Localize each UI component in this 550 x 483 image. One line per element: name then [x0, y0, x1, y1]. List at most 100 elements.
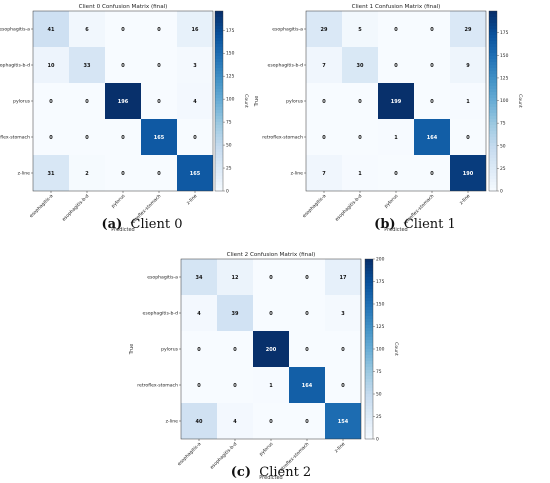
colorbar-segment	[215, 185, 223, 189]
x-tick-label: z-line	[458, 193, 471, 206]
colorbar-segment	[215, 101, 223, 105]
colorbar-segment	[489, 98, 497, 102]
heatmap-cell	[177, 119, 213, 155]
colorbar-tick-label: 25	[500, 166, 506, 172]
colorbar-segment	[489, 152, 497, 156]
colorbar-segment	[215, 23, 223, 27]
x-axis-label: Predicted	[384, 227, 407, 233]
heatmap-cell	[306, 11, 342, 47]
cell-value: 190	[463, 171, 474, 177]
heatmap-cell	[450, 155, 486, 191]
colorbar-segment	[215, 143, 223, 147]
caption-letter: (b)	[374, 217, 395, 232]
heatmap-cell	[141, 119, 177, 155]
colorbar-segment	[365, 361, 373, 365]
cell-value: 1	[394, 135, 398, 141]
colorbar-segment	[489, 104, 497, 108]
colorbar-segment	[365, 379, 373, 383]
cell-value: 154	[338, 419, 349, 425]
heatmap-cell	[105, 83, 141, 119]
colorbar-segment	[489, 92, 497, 96]
colorbar-segment	[489, 68, 497, 72]
x-tick-label: esophagitis-b-d	[61, 193, 90, 222]
x-tick-label: esophagitis-a	[28, 193, 54, 219]
heatmap-cell	[177, 11, 213, 47]
colorbar-segment	[215, 17, 223, 21]
y-tick-label: z-line	[166, 419, 179, 425]
y-tick-label: pylorus	[286, 99, 304, 105]
colorbar-segment	[489, 83, 497, 87]
colorbar-segment	[365, 277, 373, 281]
chart-title: Client 1 Confusion Matrix (final)	[352, 4, 441, 10]
cell-value: 4	[193, 99, 197, 105]
caption-text: Client 2	[251, 465, 311, 480]
x-tick-label: z-line	[185, 193, 198, 206]
colorbar-segment	[489, 23, 497, 27]
colorbar-segment	[489, 122, 497, 126]
colorbar-segment	[365, 394, 373, 398]
colorbar-segment	[215, 83, 223, 87]
cell-value: 0	[269, 419, 273, 425]
colorbar-label: Count	[243, 94, 249, 108]
heatmap-cell	[177, 47, 213, 83]
colorbar-segment	[365, 385, 373, 389]
heatmap-cell	[289, 331, 325, 367]
cell-value: 0	[305, 311, 309, 317]
cell-value: 0	[121, 63, 125, 69]
heatmap-cell	[217, 367, 253, 403]
colorbar-segment	[215, 38, 223, 42]
cell-value: 0	[394, 63, 398, 69]
colorbar-segment	[215, 89, 223, 93]
colorbar-segment	[489, 170, 497, 174]
heatmap-cell	[69, 155, 105, 191]
colorbar-segment	[215, 128, 223, 132]
colorbar-segment	[215, 98, 223, 102]
colorbar-segment	[489, 179, 497, 183]
colorbar-segment	[365, 280, 373, 284]
colorbar-segment	[215, 32, 223, 36]
heatmap-cell	[325, 331, 361, 367]
cell-value: 0	[394, 171, 398, 177]
colorbar-segment	[215, 56, 223, 60]
heatmap-cell	[289, 295, 325, 331]
colorbar-tick-label: 100	[376, 347, 385, 353]
cell-value: 9	[466, 63, 470, 69]
heatmap-cell	[217, 403, 253, 439]
colorbar-segment	[365, 403, 373, 407]
cell-value: 0	[233, 347, 237, 353]
cell-value: 0	[394, 27, 398, 33]
colorbar-segment	[365, 367, 373, 371]
colorbar-tick-label: 150	[500, 53, 509, 59]
colorbar-tick-label: 0	[376, 437, 379, 443]
cell-value: 7	[322, 171, 326, 177]
colorbar-segment	[215, 110, 223, 114]
colorbar-segment	[365, 364, 373, 368]
colorbar-segment	[215, 80, 223, 84]
colorbar-tick-label: 125	[376, 324, 385, 330]
colorbar-segment	[489, 65, 497, 69]
cell-value: 6	[85, 27, 89, 33]
colorbar-segment	[489, 110, 497, 114]
cell-value: 0	[430, 63, 434, 69]
cell-value: 41	[48, 27, 55, 33]
colorbar-segment	[215, 152, 223, 156]
colorbar-segment	[215, 149, 223, 153]
cell-value: 1	[358, 171, 362, 177]
colorbar-segment	[215, 77, 223, 81]
x-axis-label: Predicted	[111, 227, 134, 233]
colorbar-segment	[365, 274, 373, 278]
heatmap-cell	[342, 155, 378, 191]
heatmap-cell	[69, 11, 105, 47]
colorbar-segment	[489, 158, 497, 162]
heatmap-cell	[342, 47, 378, 83]
colorbar-segment	[215, 131, 223, 135]
colorbar-segment	[489, 113, 497, 117]
cell-value: 16	[192, 27, 199, 33]
colorbar-segment	[365, 325, 373, 329]
heatmap-cell	[181, 367, 217, 403]
colorbar-segment	[489, 173, 497, 177]
colorbar-segment	[215, 137, 223, 141]
colorbar-segment	[365, 331, 373, 335]
colorbar-segment	[365, 319, 373, 323]
colorbar-segment	[365, 340, 373, 344]
